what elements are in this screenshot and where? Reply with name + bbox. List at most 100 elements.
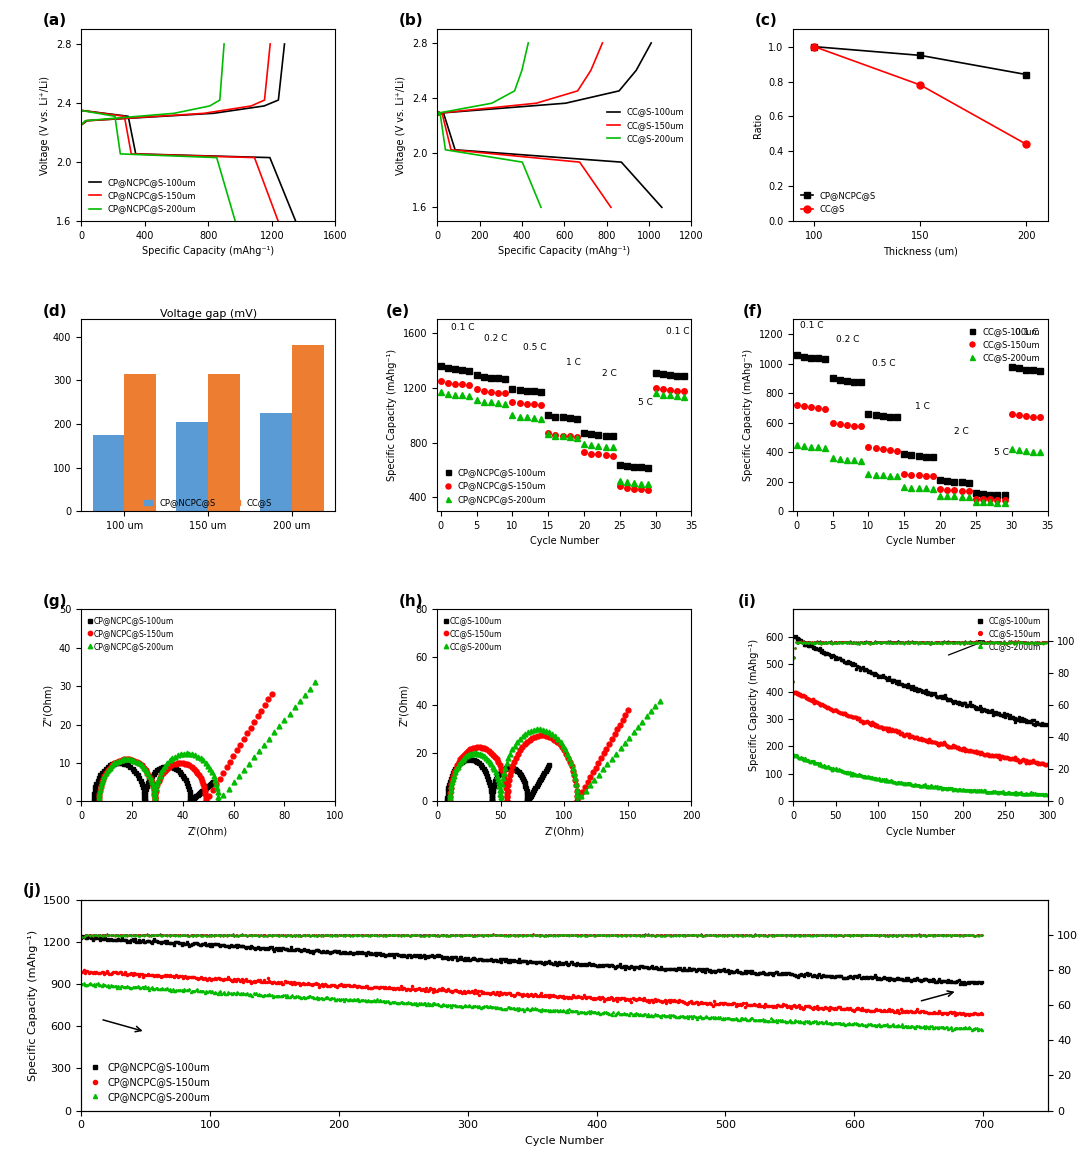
CC@S (808, 40, 821, 54)
CC@S-150um (812, 401, 825, 415)
CP@NCPC@S-150um (448, 376, 461, 390)
CC@S-200um (1040, 788, 1053, 802)
CP@NCPC@S-150um (499, 386, 512, 400)
CC@S-150um (480, 742, 492, 756)
CC@S-150um (1001, 750, 1014, 765)
CP@NCPC@S-100um (592, 428, 605, 442)
CC@S-200um (812, 441, 825, 455)
CC@S-150um (848, 419, 861, 433)
CP@NCPC@S-150um (667, 994, 680, 1008)
CC@S (914, 78, 927, 92)
CP@NCPC@S-100um (527, 385, 540, 399)
CP@NCPC@S-150um (621, 480, 634, 494)
CP@NCPC@S-200um (456, 388, 469, 402)
CP@NCPC@S-200um (671, 389, 684, 403)
CC@S-100um (1027, 364, 1040, 378)
Text: (i): (i) (738, 594, 756, 609)
CC@S-100um (941, 475, 954, 489)
CC@S-100um (1005, 360, 1018, 374)
CC@S-100um (897, 447, 910, 461)
CC@S-200um (834, 452, 847, 466)
CC@S-200um (962, 490, 975, 504)
CC@S-200um (1027, 444, 1040, 458)
CP@NCPC@S-200um (296, 990, 309, 1004)
CP@NCPC@S-200um (442, 387, 455, 401)
CP@NCPC@S-150um (542, 426, 555, 440)
CP@NCPC@S-150um (657, 382, 670, 396)
CC@S-200um (897, 479, 910, 493)
CP@NCPC@S-100um (657, 367, 670, 381)
CP@NCPC@S-150um (649, 381, 662, 395)
Legend: CC@S-100um, CC@S-150um, CC@S-200um: CC@S-100um, CC@S-150um, CC@S-200um (604, 104, 687, 146)
Text: (c): (c) (755, 13, 778, 28)
Y-axis label: Voltage (V vs. Li⁺/Li): Voltage (V vs. Li⁺/Li) (40, 76, 51, 174)
CC@S-200um (942, 781, 955, 795)
CC@S-100um (927, 450, 940, 464)
CC@S-100um (464, 753, 477, 767)
CP@NCPC@S-100um (777, 967, 789, 981)
CP@NCPC@S-200um (294, 694, 307, 708)
CC@S-150um (919, 469, 932, 483)
CC@S-200um (1034, 445, 1047, 459)
CP@NCPC@S-200um (463, 389, 476, 403)
Text: 5 C: 5 C (994, 448, 1009, 457)
CP@NCPC@S-150um (296, 976, 309, 990)
Line: CC@S: CC@S (811, 43, 1030, 147)
CP@NCPC@S-200um (207, 769, 220, 783)
CC@S (1020, 137, 1032, 151)
CP@NCPC@S (1020, 68, 1032, 82)
Text: (g): (g) (43, 594, 67, 609)
Line: CC@S-100um: CC@S-100um (445, 756, 552, 804)
CP@NCPC@S-100um (296, 943, 309, 957)
CC@S-200um (970, 494, 983, 509)
CC@S-150um (876, 442, 889, 456)
CP@NCPC@S-150um (143, 769, 156, 783)
CP@NCPC@S-200um (542, 428, 555, 442)
CC@S-200um (869, 468, 882, 482)
CP@NCPC@S-100um (75, 931, 87, 945)
CP@NCPC@S-200um (535, 411, 548, 426)
CP@NCPC@S-100um (181, 779, 194, 793)
CP@NCPC@S-150um (584, 447, 597, 461)
CP@NCPC@S-200um (143, 769, 156, 783)
CP@NCPC@S-100um (563, 411, 576, 426)
Line: CP@NCPC@S-150um: CP@NCPC@S-150um (96, 691, 274, 804)
CC@S-150um (933, 482, 946, 496)
CC@S-150um (787, 685, 800, 699)
CC@S-150um (948, 483, 961, 497)
CC@S-200um (840, 452, 853, 466)
CP@NCPC@S-100um (206, 775, 219, 789)
CC@S-150um (786, 685, 799, 699)
Text: 0.1 C: 0.1 C (1015, 328, 1039, 337)
CP@NCPC@S-150um (777, 997, 789, 1011)
CP@NCPC@S-150um (671, 383, 684, 397)
CC@S-200um (876, 468, 889, 482)
CC@S-100um (955, 476, 968, 490)
CC@S-150um (962, 484, 975, 498)
CP@NCPC@S-200um (448, 388, 461, 402)
CP@NCPC@S-200um (606, 441, 619, 455)
CC@S-150um (537, 728, 550, 742)
CC@S-100um (1012, 361, 1025, 375)
CP@NCPC@S-200um (627, 476, 640, 490)
CC@S-150um (943, 740, 956, 754)
CP@NCPC@S-200um (663, 388, 676, 402)
Line: CP@NCPC@S: CP@NCPC@S (811, 43, 1030, 78)
CP@NCPC@S-200um (642, 477, 654, 491)
Text: (h): (h) (399, 594, 423, 609)
Line: CP@NCPC@S-200um: CP@NCPC@S-200um (437, 389, 687, 487)
CP@NCPC@S-100um (621, 459, 634, 473)
CC@S-200um (991, 496, 1004, 510)
CC@S-200um (976, 496, 989, 510)
Y-axis label: Z"(Ohm): Z"(Ohm) (400, 684, 409, 726)
CP@NCPC@S-200um (513, 409, 526, 423)
CC@S-100um (786, 629, 799, 643)
CP@NCPC@S-150um (108, 756, 121, 770)
CP@NCPC@S-100um (599, 429, 612, 443)
CP@NCPC@S-100um (204, 777, 217, 791)
CC@S-200um (534, 722, 546, 736)
CC@S-100um (1037, 719, 1050, 733)
CC@S-150um (621, 703, 634, 717)
CP@NCPC@S-100um (627, 459, 640, 473)
CC@S-100um (441, 794, 454, 808)
